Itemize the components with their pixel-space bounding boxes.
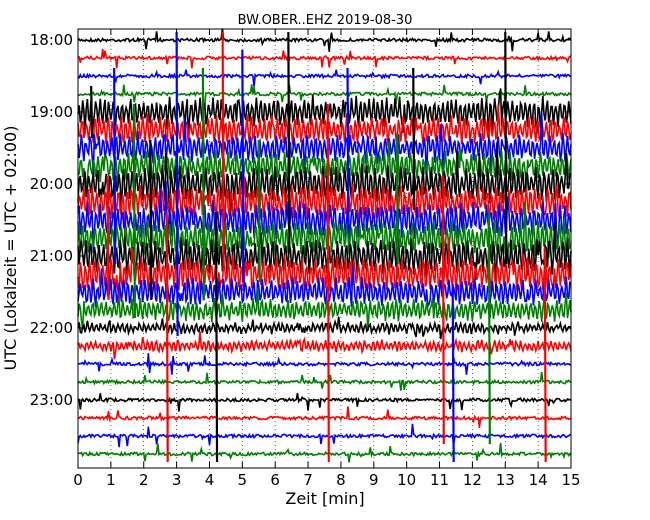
event-spike (221, 31, 225, 265)
x-tick-label: 2 (139, 471, 149, 489)
y-tick-label: 22:00 (30, 319, 73, 337)
event-spike (287, 31, 291, 247)
event-spike (175, 31, 179, 337)
event-spike (113, 67, 117, 265)
x-tick-label: 13 (496, 471, 515, 489)
trace-line (77, 111, 572, 181)
trace-line (77, 69, 572, 87)
trace-line (77, 392, 571, 412)
y-axis-label: UTC (Lokalzeit = UTC + 02:00) (1, 126, 20, 371)
y-tick-label: 18:00 (30, 31, 73, 49)
x-axis-label: Zeit [min] (285, 489, 364, 508)
trace-line (78, 442, 572, 463)
event-spike (543, 247, 547, 463)
x-axis: 0 1 2 3 4 5 6 7 8 9 10 11 12 13 14 15 (73, 29, 581, 489)
x-tick-label: 5 (238, 471, 248, 489)
y-axis: 18:00 19:00 20:00 21:00 22:00 23:00 (30, 31, 571, 409)
trace-line (77, 84, 572, 108)
trace-line (77, 48, 572, 69)
event-spike (149, 139, 153, 301)
x-tick-label: 12 (463, 471, 482, 489)
x-tick-label: 14 (529, 471, 548, 489)
trace-line (77, 28, 572, 52)
x-tick-label: 3 (172, 471, 182, 489)
event-spike (90, 85, 94, 139)
trace-line (77, 331, 572, 360)
x-tick-label: 6 (270, 471, 280, 489)
y-tick-label: 20:00 (30, 175, 73, 193)
x-tick-label: 1 (106, 471, 116, 489)
y-tick-label: 21:00 (30, 247, 73, 265)
event-spike (395, 139, 399, 265)
chart-title: BW.OBER..EHZ 2019-08-30 (238, 13, 413, 28)
event-spike (504, 31, 508, 265)
traces-group (77, 28, 572, 463)
plot-frame (77, 28, 572, 469)
x-tick-label: 0 (73, 471, 83, 489)
x-tick-label: 10 (397, 471, 416, 489)
x-tick-label: 7 (303, 471, 313, 489)
x-tick-label: 9 (369, 471, 379, 489)
x-tick-label: 15 (561, 471, 580, 489)
trace-line (77, 423, 572, 448)
event-spike (241, 49, 245, 283)
event-spike (132, 103, 136, 319)
event-spike (451, 283, 455, 463)
y-tick-label: 23:00 (30, 391, 73, 409)
x-tick-label: 4 (205, 471, 215, 489)
event-spike (346, 67, 350, 229)
y-tick-label: 19:00 (30, 103, 73, 121)
trace-line (77, 406, 572, 428)
event-spike (201, 67, 205, 301)
event-spike (165, 211, 169, 463)
trace-line (77, 371, 572, 391)
event-spike (326, 103, 330, 463)
x-tick-label: 11 (430, 471, 449, 489)
x-tick-label: 8 (336, 471, 346, 489)
event-spike (257, 139, 261, 283)
trace-line (77, 104, 572, 152)
trace-line (77, 316, 572, 340)
event-spike (214, 211, 219, 463)
event-spike (106, 175, 110, 301)
trace-line (77, 132, 572, 192)
event-spike (487, 211, 491, 445)
event-spike (412, 67, 416, 211)
trace-line (77, 353, 572, 375)
event-spike (441, 175, 445, 445)
